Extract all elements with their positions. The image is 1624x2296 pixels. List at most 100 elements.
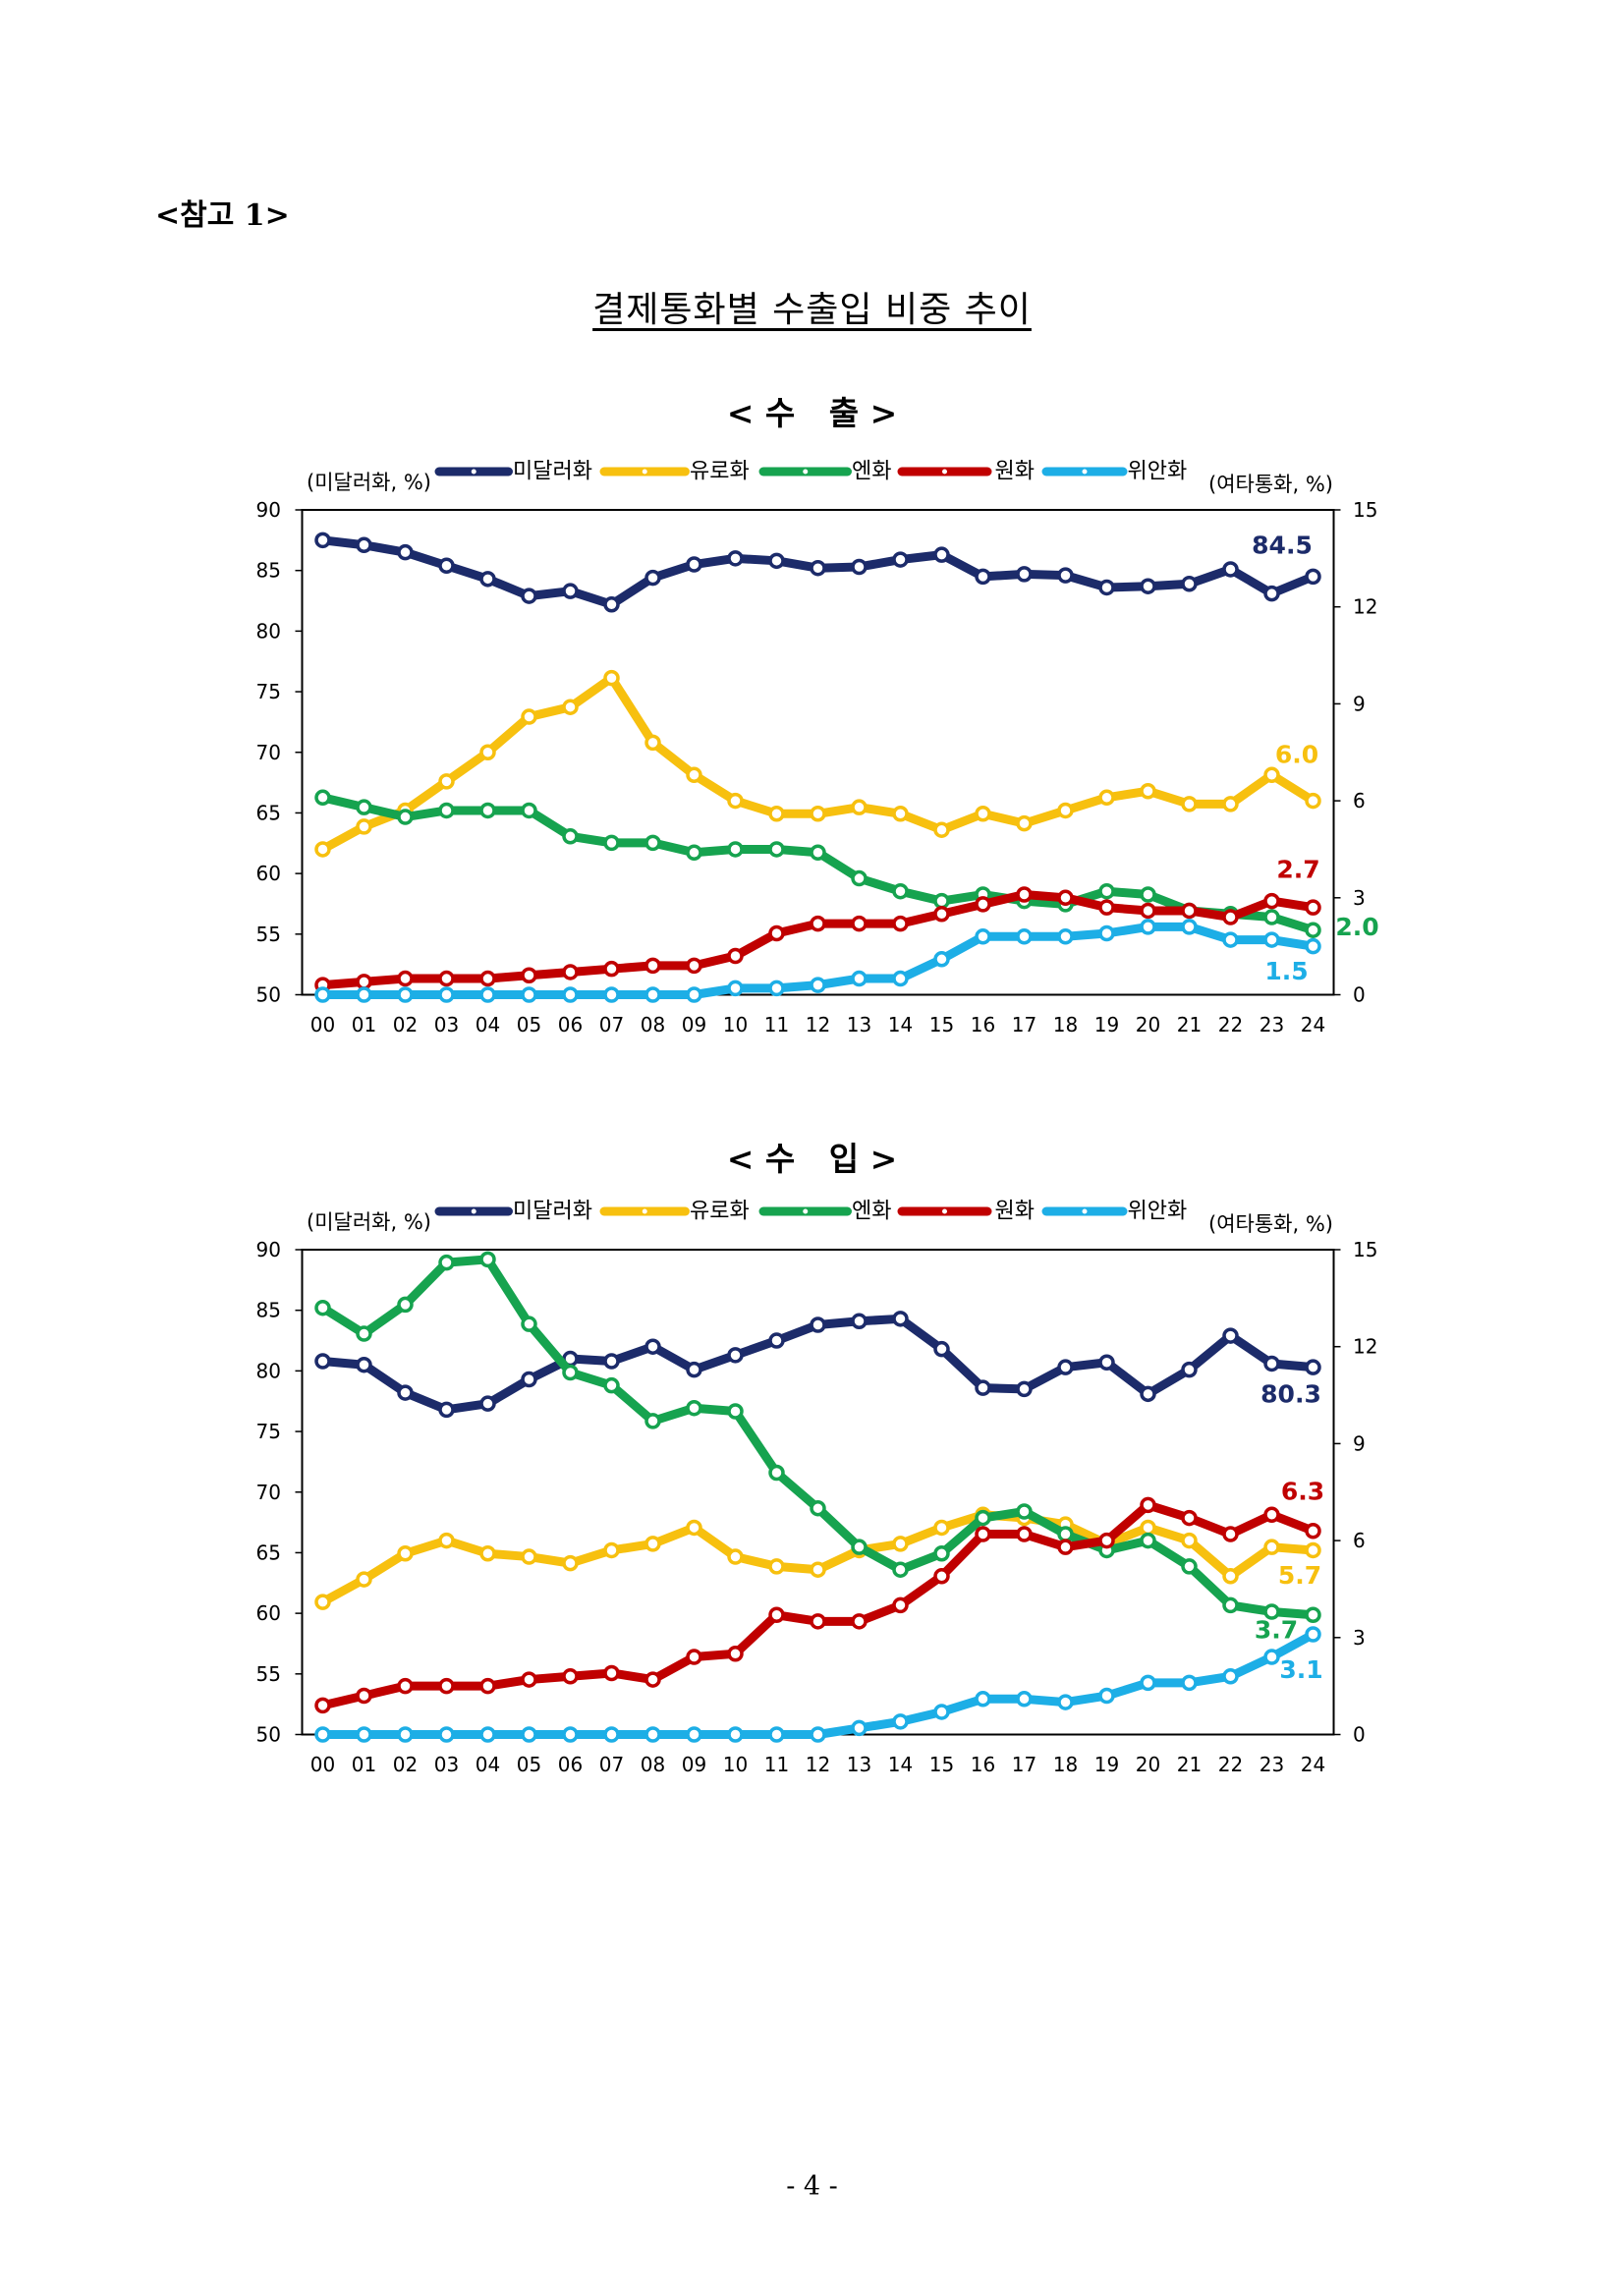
data-point-cny bbox=[1222, 1668, 1239, 1685]
data-point-usd bbox=[1098, 1354, 1115, 1371]
data-point-jpy bbox=[851, 1539, 868, 1555]
data-point-usd bbox=[975, 568, 991, 586]
data-point-cny bbox=[1140, 919, 1156, 935]
series-usd bbox=[314, 1311, 1321, 1419]
data-point-usd bbox=[851, 1313, 868, 1330]
data-point-jpy bbox=[479, 802, 496, 819]
data-point-cny bbox=[727, 980, 744, 997]
x-axis-tick-label: 04 bbox=[476, 1013, 500, 1036]
data-point-cny bbox=[768, 980, 785, 997]
data-point-jpy bbox=[768, 841, 785, 858]
data-point-jpy bbox=[851, 869, 868, 887]
data-point-eur bbox=[1305, 1541, 1321, 1559]
data-point-usd bbox=[521, 588, 537, 604]
import-chart-title: < 수 입 > bbox=[726, 1140, 898, 1178]
data-point-cny bbox=[1057, 1694, 1074, 1710]
data-point-krw bbox=[810, 1613, 826, 1630]
right-axis-unit-label: (여타통화, %) bbox=[1208, 1212, 1333, 1236]
x-axis-tick-label: 12 bbox=[806, 1013, 830, 1036]
data-point-cny bbox=[933, 1704, 950, 1720]
data-point-eur bbox=[1098, 789, 1115, 807]
legend-marker-cny bbox=[1080, 1206, 1090, 1216]
x-axis-tick-label: 03 bbox=[434, 1753, 459, 1776]
data-point-eur bbox=[562, 1554, 579, 1572]
data-point-usd bbox=[1057, 1359, 1074, 1375]
x-axis: 00 01 02 03 04 05 06 07 08 09 10 11 12 13 14 15 16 17 18 19… bbox=[310, 1753, 1325, 1776]
page-number: - 4 - bbox=[786, 2171, 838, 2202]
data-point-eur bbox=[479, 1545, 496, 1562]
data-point-jpy bbox=[1057, 1526, 1074, 1542]
x-axis-tick-label: 17 bbox=[1012, 1753, 1036, 1776]
document-title-text: 결제통화별 수출입 비중 추이 bbox=[592, 290, 1032, 330]
right-axis-tick-label: 15 bbox=[1353, 498, 1377, 522]
end-value-label-usd: 80.3 bbox=[1260, 1380, 1321, 1409]
end-value-label-jpy: 2.0 bbox=[1335, 913, 1378, 941]
data-point-cny bbox=[727, 1726, 744, 1743]
data-point-jpy bbox=[1305, 922, 1321, 938]
data-point-eur bbox=[851, 799, 868, 815]
data-point-cny bbox=[1181, 1674, 1198, 1692]
data-point-jpy bbox=[438, 1254, 455, 1271]
reference-header: <참고 1> bbox=[155, 198, 290, 233]
x-axis-tick-label: 15 bbox=[929, 1013, 954, 1036]
data-point-jpy bbox=[1140, 886, 1156, 903]
x-axis-tick-label: 09 bbox=[682, 1013, 706, 1036]
data-point-usd bbox=[1016, 566, 1033, 583]
x-axis-tick-label: 09 bbox=[682, 1753, 706, 1776]
data-point-usd bbox=[1305, 568, 1321, 586]
legend-item-cny: 위안화 bbox=[1041, 460, 1187, 484]
data-point-cny bbox=[562, 1726, 579, 1743]
data-point-krw bbox=[397, 1677, 414, 1695]
data-point-krw bbox=[521, 967, 537, 984]
data-point-usd bbox=[686, 556, 702, 573]
right-axis-tick-label: 0 bbox=[1353, 983, 1366, 1007]
right-axis-tick-label: 3 bbox=[1353, 1626, 1366, 1650]
data-point-usd bbox=[644, 1338, 661, 1355]
data-point-eur bbox=[479, 744, 496, 760]
left-axis-unit-label: (미달러화, %) bbox=[307, 1210, 431, 1234]
data-point-eur bbox=[1016, 814, 1033, 832]
end-value-label-usd: 84.5 bbox=[1252, 532, 1313, 560]
right-axis: 0 3 6 9 12 15 bbox=[1333, 498, 1377, 1007]
data-point-krw bbox=[521, 1671, 537, 1688]
data-point-eur bbox=[975, 806, 991, 822]
legend-item-krw: 원화 bbox=[897, 1200, 1035, 1224]
data-point-cny bbox=[1057, 928, 1074, 945]
data-point-cny bbox=[397, 1726, 414, 1743]
data-point-krw bbox=[1181, 1509, 1198, 1527]
data-point-cny bbox=[314, 986, 331, 1003]
data-point-eur bbox=[644, 1536, 661, 1552]
data-point-krw bbox=[1140, 902, 1156, 920]
data-point-krw bbox=[1263, 1506, 1280, 1524]
end-value-label-krw: 2.7 bbox=[1276, 856, 1319, 884]
data-point-eur bbox=[521, 1548, 537, 1565]
data-point-krw bbox=[1222, 909, 1239, 925]
data-point-eur bbox=[1140, 1519, 1156, 1537]
data-point-eur bbox=[810, 1561, 826, 1578]
data-point-jpy bbox=[438, 802, 455, 819]
data-point-jpy bbox=[892, 882, 909, 900]
legend-label-jpy: 엔화 bbox=[852, 1200, 891, 1224]
right-axis-tick-label: 12 bbox=[1353, 595, 1377, 619]
legend-label-eur: 유로화 bbox=[690, 1200, 750, 1224]
right-axis: 0 3 6 9 12 15 bbox=[1333, 1238, 1377, 1747]
x-axis-tick-label: 21 bbox=[1177, 1753, 1202, 1776]
x-axis-tick-label: 04 bbox=[476, 1753, 500, 1776]
data-point-cny bbox=[356, 986, 372, 1003]
data-point-cny bbox=[479, 1726, 496, 1743]
left-axis-unit-label: (미달러화, %) bbox=[307, 471, 431, 494]
data-point-eur bbox=[1222, 1568, 1239, 1585]
data-point-usd bbox=[397, 543, 414, 561]
left-axis-tick-label: 65 bbox=[256, 801, 281, 824]
x-axis-tick-label: 20 bbox=[1136, 1753, 1160, 1776]
data-point-eur bbox=[727, 792, 744, 810]
legend-marker-usd bbox=[469, 1206, 478, 1216]
data-point-jpy bbox=[562, 1364, 579, 1381]
left-axis-tick-label: 60 bbox=[256, 1601, 281, 1625]
data-point-krw bbox=[562, 1668, 579, 1685]
data-point-jpy bbox=[356, 799, 372, 815]
right-axis-tick-label: 6 bbox=[1353, 789, 1366, 812]
x-axis-tick-label: 11 bbox=[764, 1013, 789, 1036]
data-point-usd bbox=[1016, 1380, 1033, 1398]
end-value-label-jpy: 3.7 bbox=[1255, 1616, 1298, 1645]
